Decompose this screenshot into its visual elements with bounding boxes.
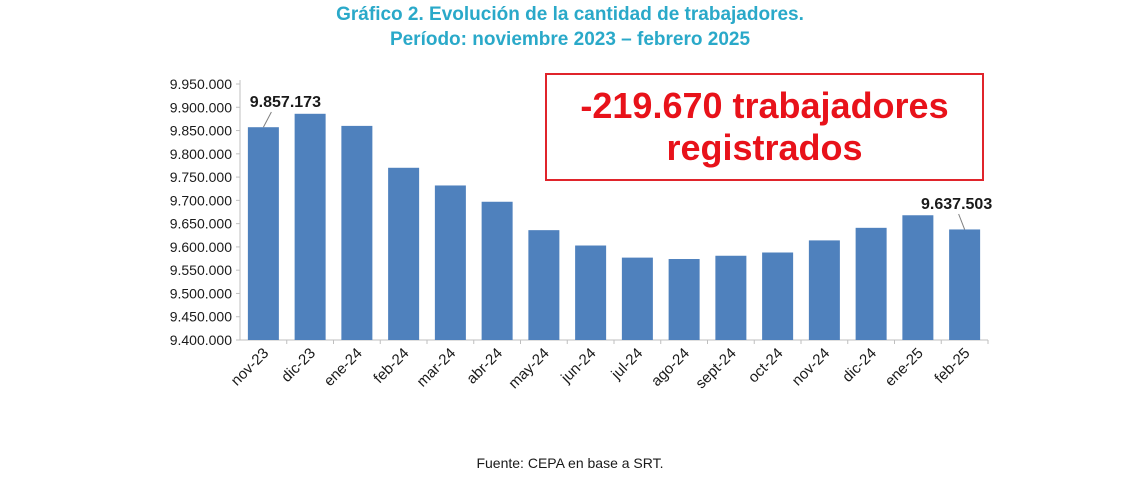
data-label-leader xyxy=(262,111,272,128)
x-tick-label: oct-24 xyxy=(745,345,787,387)
y-tick-label: 9.750.000 xyxy=(170,169,232,185)
y-tick-label: 9.500.000 xyxy=(170,285,232,301)
bar xyxy=(294,113,326,340)
y-tick-label: 9.800.000 xyxy=(170,146,232,162)
x-tick-label: abr-24 xyxy=(463,345,506,388)
x-tick-label: dic-24 xyxy=(839,345,880,386)
bar xyxy=(575,245,607,340)
y-tick-label: 9.950.000 xyxy=(170,76,232,92)
bar xyxy=(247,127,279,340)
bar xyxy=(715,255,747,340)
x-tick-label: sept-24 xyxy=(692,345,739,392)
bar xyxy=(902,215,934,340)
x-tick-label: feb-25 xyxy=(931,345,973,387)
callout-line-1: -219.670 trabajadores xyxy=(580,85,949,126)
x-tick-label: ene-25 xyxy=(882,345,927,390)
bar xyxy=(481,201,513,340)
x-tick-label: jun-24 xyxy=(557,345,599,387)
x-tick-label: mar-24 xyxy=(414,345,460,391)
bar xyxy=(762,252,794,340)
y-tick-label: 9.550.000 xyxy=(170,262,232,278)
bar xyxy=(949,229,981,340)
y-tick-label: 9.600.000 xyxy=(170,239,232,255)
x-tick-label: jul-24 xyxy=(608,345,647,384)
callout-line-2: registrados xyxy=(666,127,863,168)
bar xyxy=(668,259,700,340)
y-tick-label: 9.900.000 xyxy=(170,99,232,115)
y-tick-label: 9.700.000 xyxy=(170,192,232,208)
bar xyxy=(341,125,373,341)
data-label-leader xyxy=(958,213,966,230)
bar xyxy=(528,230,560,340)
y-tick-label: 9.450.000 xyxy=(170,309,232,325)
data-label: 9.857.173 xyxy=(250,94,321,111)
chart-subtitle: Período: noviembre 2023 – febrero 2025 xyxy=(389,29,751,50)
x-tick-label: feb-24 xyxy=(370,345,412,387)
bar xyxy=(808,240,840,340)
y-tick-label: 9.650.000 xyxy=(170,216,232,232)
source-note: Fuente: CEPA en base a SRT. xyxy=(476,455,664,471)
x-tick-label: may-24 xyxy=(505,345,552,392)
x-tick-label: dic-23 xyxy=(278,345,319,386)
callout-box: -219.670 trabajadores registrados xyxy=(545,73,984,181)
chart-title: Gráfico 2. Evolución de la cantidad de t… xyxy=(336,4,804,25)
bar xyxy=(388,167,420,340)
bar xyxy=(855,227,887,340)
data-label: 9.637.503 xyxy=(921,196,992,213)
x-tick-label: ene-24 xyxy=(321,345,366,390)
bar xyxy=(434,185,466,340)
y-tick-label: 9.850.000 xyxy=(170,123,232,139)
x-tick-label: ago-24 xyxy=(648,345,693,390)
x-tick-label: nov-23 xyxy=(228,345,272,389)
x-tick-label: nov-24 xyxy=(789,345,833,389)
bar xyxy=(621,257,653,340)
y-tick-label: 9.400.000 xyxy=(170,332,232,348)
